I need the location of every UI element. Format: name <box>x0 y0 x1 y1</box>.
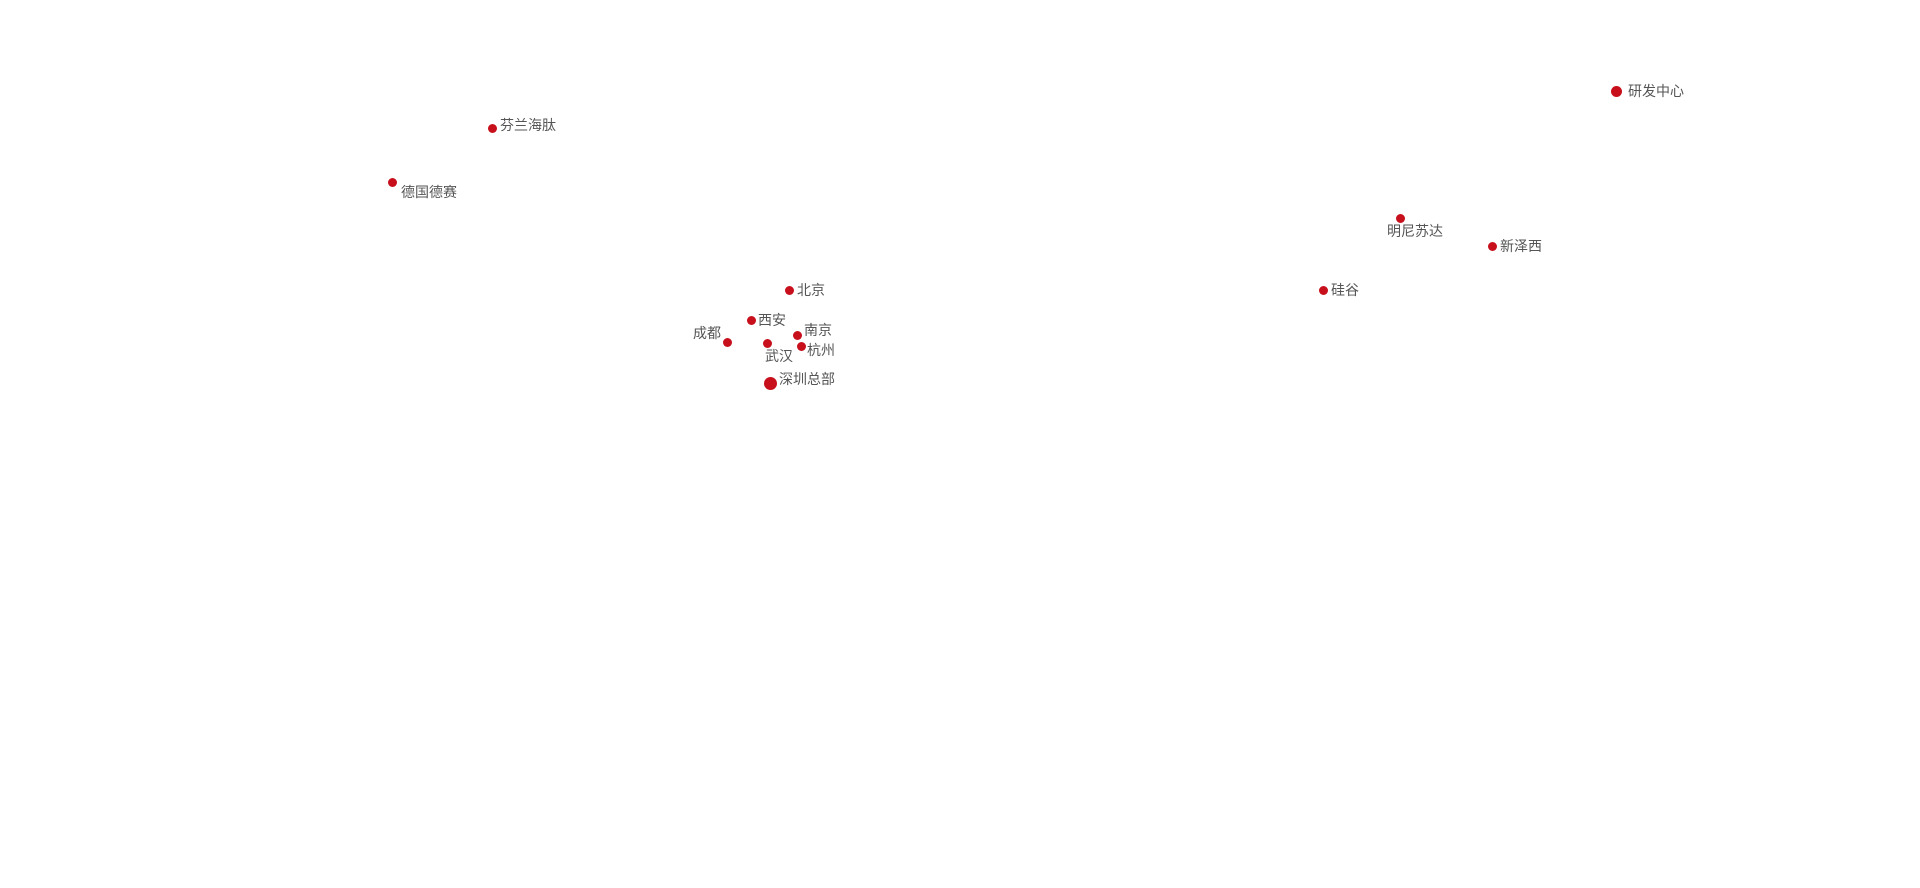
marker-dot-icon[interactable] <box>1395 213 1405 223</box>
marker-dot-icon[interactable] <box>1318 285 1328 295</box>
location-label: 西安 <box>758 313 786 329</box>
location-label: 深圳总部 <box>779 372 835 388</box>
location-label: 北京 <box>797 283 825 299</box>
marker-dot-icon[interactable] <box>387 177 397 187</box>
location-label: 杭州 <box>807 343 835 359</box>
marker-dot-icon[interactable] <box>796 341 806 351</box>
location-label: 新泽西 <box>1500 239 1542 255</box>
location-label: 硅谷 <box>1331 283 1359 299</box>
marker-dot-icon[interactable] <box>784 285 794 295</box>
marker-dot-icon[interactable] <box>1487 241 1497 251</box>
location-label: 德国德赛 <box>401 185 457 201</box>
marker-dot-icon[interactable] <box>792 330 802 340</box>
location-label: 明尼苏达 <box>1387 224 1443 240</box>
marker-dot-icon[interactable] <box>746 315 756 325</box>
marker-dot-icon[interactable] <box>1610 85 1622 97</box>
marker-dot-icon[interactable] <box>762 338 772 348</box>
location-label: 南京 <box>804 323 832 339</box>
location-label: 芬兰海肽 <box>500 118 556 134</box>
marker-dot-icon[interactable] <box>722 337 732 347</box>
marker-dot-icon[interactable] <box>487 123 497 133</box>
location-label: 成都 <box>693 326 721 342</box>
location-label: 研发中心 <box>1628 84 1684 100</box>
marker-dot-icon[interactable] <box>763 376 777 390</box>
location-label: 武汉 <box>765 349 793 365</box>
